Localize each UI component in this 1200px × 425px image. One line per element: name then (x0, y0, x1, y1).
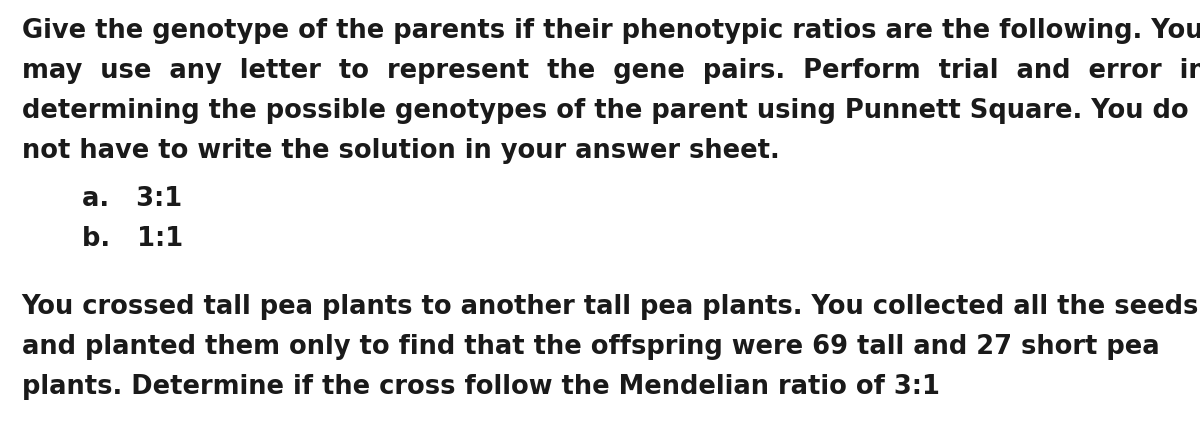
Text: a.   3:1: a. 3:1 (82, 186, 181, 212)
Text: b.   1:1: b. 1:1 (82, 226, 182, 252)
Text: may  use  any  letter  to  represent  the  gene  pairs.  Perform  trial  and  er: may use any letter to represent the gene… (22, 58, 1200, 84)
Text: not have to write the solution in your answer sheet.: not have to write the solution in your a… (22, 138, 779, 164)
Text: plants. Determine if the cross follow the Mendelian ratio of 3:1: plants. Determine if the cross follow th… (22, 374, 940, 400)
Text: determining the possible genotypes of the parent using Punnett Square. You do: determining the possible genotypes of th… (22, 98, 1188, 124)
Text: You crossed tall pea plants to another tall pea plants. You collected all the se: You crossed tall pea plants to another t… (22, 294, 1199, 320)
Text: and planted them only to find that the offspring were 69 tall and 27 short pea: and planted them only to find that the o… (22, 334, 1159, 360)
Text: Give the genotype of the parents if their phenotypic ratios are the following. Y: Give the genotype of the parents if thei… (22, 18, 1200, 44)
